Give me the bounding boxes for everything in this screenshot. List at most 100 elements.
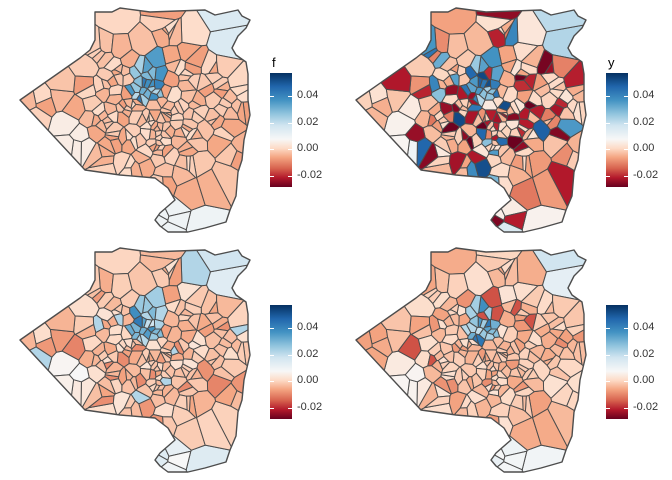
map-region	[164, 18, 180, 35]
map-region	[404, 122, 426, 143]
map-outline	[19, 7, 251, 233]
map-region	[487, 28, 506, 49]
map-region	[129, 136, 139, 151]
map-panel-top-right	[336, 0, 608, 240]
legend-tick-label: -0.02	[297, 169, 323, 182]
map-region	[503, 450, 528, 471]
map-region	[481, 138, 493, 148]
legend-tick-mark	[624, 381, 628, 383]
map-region	[20, 8, 76, 93]
map-region	[154, 64, 169, 82]
legend-tick-mark	[288, 327, 292, 329]
map-region	[20, 249, 37, 366]
map-region	[107, 110, 119, 123]
map-region	[459, 98, 470, 109]
legend-color-bar	[606, 73, 628, 187]
map-region	[156, 351, 167, 364]
map-region	[565, 321, 586, 337]
legend-tick-mark	[270, 95, 274, 97]
map-region	[169, 359, 184, 371]
map-region	[20, 9, 37, 126]
map-region	[486, 153, 502, 169]
map-region	[505, 359, 520, 371]
legend-tick-mark	[288, 95, 292, 97]
map-region	[483, 325, 492, 333]
legend-tick-label: 0.04	[297, 88, 319, 101]
legend-tick-mark	[270, 149, 274, 151]
map-region	[490, 64, 505, 82]
map-region	[440, 130, 457, 138]
map-region	[156, 88, 165, 98]
map-region	[186, 377, 209, 393]
legend-tick-mark	[606, 354, 610, 356]
map-region	[143, 318, 153, 330]
map-region	[503, 210, 528, 231]
map-region	[169, 119, 184, 131]
map-region	[160, 130, 172, 139]
map-region	[91, 200, 169, 232]
map-region	[532, 312, 549, 332]
map-region	[532, 168, 570, 212]
map-region	[174, 394, 188, 411]
map-region	[167, 210, 192, 231]
map-region	[481, 378, 493, 388]
map-region	[135, 143, 154, 159]
map-region	[147, 325, 156, 333]
map-region	[186, 137, 209, 153]
map-region	[107, 350, 119, 363]
map-region	[472, 112, 483, 128]
map-region	[68, 122, 90, 143]
map-region	[356, 8, 412, 93]
map-region	[236, 101, 247, 126]
map-region	[427, 353, 438, 367]
legend-tick-label: 0.00	[297, 142, 319, 155]
map-region	[470, 174, 501, 202]
map-region	[20, 374, 75, 472]
map-region	[91, 353, 102, 367]
map-region	[465, 81, 478, 93]
legend-tick-mark	[288, 176, 292, 178]
map-region	[150, 393, 166, 409]
map-region	[214, 142, 238, 167]
map-region	[356, 249, 373, 366]
map-region	[370, 162, 454, 232]
legend-tick-mark	[288, 149, 292, 151]
map-region	[123, 98, 134, 109]
map-region	[108, 84, 124, 96]
choropleth-map-bottom-left	[19, 247, 251, 473]
map-region	[150, 153, 166, 169]
map-region	[500, 18, 516, 35]
map-region	[427, 113, 438, 127]
legend-title: f	[272, 55, 276, 70]
legend-title: y	[608, 55, 615, 70]
map-region	[492, 111, 503, 124]
map-regions	[356, 248, 586, 472]
map-region	[151, 268, 170, 289]
map-region	[147, 85, 156, 93]
map-region	[472, 352, 483, 368]
map-region	[154, 304, 169, 322]
map-region	[500, 258, 516, 275]
map-region	[445, 138, 459, 155]
map-region	[439, 296, 459, 312]
map-region	[481, 339, 498, 351]
map-regions	[20, 8, 250, 232]
map-region	[496, 130, 508, 139]
choropleth-map-f	[19, 7, 251, 233]
map-region	[145, 138, 157, 148]
map-region	[460, 323, 472, 337]
map-region	[196, 72, 213, 92]
map-panel-top-left	[0, 0, 272, 240]
legend-tick-mark	[270, 408, 274, 410]
map-region	[68, 362, 90, 383]
map-region	[151, 28, 170, 49]
map-region	[549, 328, 565, 339]
map-region	[196, 408, 234, 452]
map-region	[156, 328, 165, 338]
legend-tick-label: 0.04	[633, 88, 655, 101]
map-region	[109, 378, 123, 395]
choropleth-map-y	[355, 7, 587, 233]
map-region	[465, 376, 475, 391]
map-region	[572, 317, 586, 343]
map-region	[448, 151, 467, 177]
